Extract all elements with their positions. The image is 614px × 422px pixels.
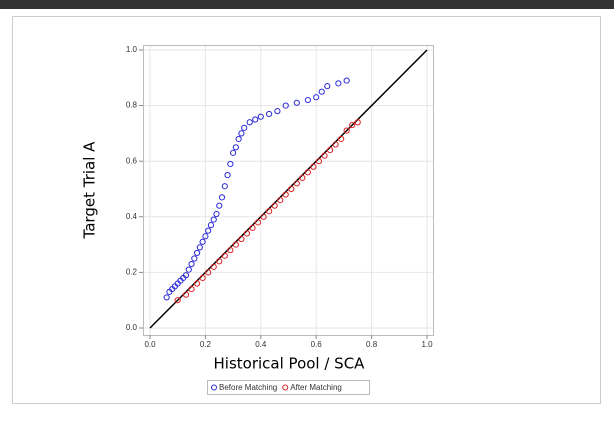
- point: [282, 191, 289, 198]
- point: [343, 127, 350, 134]
- point: [232, 241, 239, 248]
- point: [238, 235, 245, 243]
- y-tick-label: 0.8: [126, 101, 138, 110]
- point: [304, 169, 311, 176]
- point: [205, 227, 212, 234]
- point: [196, 244, 203, 251]
- point: [210, 216, 217, 223]
- point: [252, 116, 259, 123]
- y-tick-label: 0.6: [126, 156, 138, 165]
- point: [182, 272, 190, 279]
- point: [321, 152, 328, 159]
- point: [193, 280, 201, 287]
- point: [349, 121, 356, 129]
- point: [199, 274, 206, 282]
- legend-marker: [211, 384, 217, 391]
- point: [310, 163, 317, 170]
- point: [304, 96, 311, 104]
- x-tick-label: 0.0: [144, 340, 156, 349]
- point: [260, 213, 267, 220]
- top-bar: [0, 0, 614, 9]
- plot-area: [143, 45, 434, 336]
- y-tick-label: 0.0: [126, 323, 138, 332]
- point: [277, 197, 284, 204]
- point: [318, 88, 325, 95]
- point: [254, 219, 262, 226]
- y-axis-title: Target Trial A: [81, 141, 99, 240]
- point: [188, 260, 195, 268]
- point: [218, 194, 226, 201]
- point: [227, 247, 234, 254]
- point: [293, 180, 300, 187]
- point: [282, 102, 289, 109]
- y-tick-label: 0.2: [126, 268, 138, 277]
- point: [216, 258, 223, 265]
- point: [257, 113, 264, 120]
- point: [205, 269, 212, 276]
- point: [326, 146, 334, 154]
- legend-label: Before Matching: [219, 383, 277, 392]
- point: [213, 210, 220, 218]
- point: [243, 230, 251, 237]
- x-axis-title: Historical Pool / SCA: [214, 355, 366, 373]
- point: [335, 80, 342, 87]
- point: [293, 99, 300, 106]
- point: [182, 291, 190, 298]
- point: [221, 252, 228, 259]
- point: [202, 233, 209, 240]
- point: [315, 158, 323, 165]
- point: [185, 266, 192, 273]
- legend-marker: [282, 384, 289, 391]
- point: [193, 249, 201, 257]
- x-tick-label: 0.4: [255, 340, 267, 349]
- y-tick-label: 0.4: [126, 212, 138, 221]
- point: [224, 172, 231, 179]
- point: [338, 135, 345, 143]
- point: [191, 255, 198, 262]
- legend-label: After Matching: [290, 383, 342, 392]
- point: [238, 130, 245, 137]
- point: [246, 119, 253, 126]
- y-tick-label: 1.0: [126, 45, 138, 54]
- point: [210, 263, 217, 270]
- point: [332, 141, 339, 148]
- point: [199, 238, 206, 245]
- point: [188, 285, 195, 293]
- point: [241, 124, 248, 131]
- point: [354, 119, 361, 126]
- point: [343, 77, 350, 84]
- point: [288, 185, 295, 193]
- x-tick-label: 0.6: [311, 340, 323, 349]
- point: [274, 108, 281, 115]
- x-tick-label: 0.2: [200, 340, 212, 349]
- point: [324, 83, 331, 90]
- x-tick-label: 1.0: [421, 340, 433, 349]
- point: [313, 94, 320, 101]
- point: [221, 183, 228, 190]
- legend-box: [207, 380, 370, 395]
- point: [266, 110, 273, 118]
- point: [163, 294, 170, 301]
- point: [230, 149, 237, 156]
- point: [299, 174, 306, 181]
- point: [266, 208, 273, 215]
- point: [249, 224, 256, 232]
- point: [227, 160, 234, 168]
- point: [207, 222, 215, 229]
- point: [235, 135, 242, 143]
- point: [216, 202, 223, 209]
- point: [232, 144, 239, 151]
- x-tick-label: 0.8: [366, 340, 378, 349]
- point: [271, 202, 278, 209]
- point: [174, 297, 181, 304]
